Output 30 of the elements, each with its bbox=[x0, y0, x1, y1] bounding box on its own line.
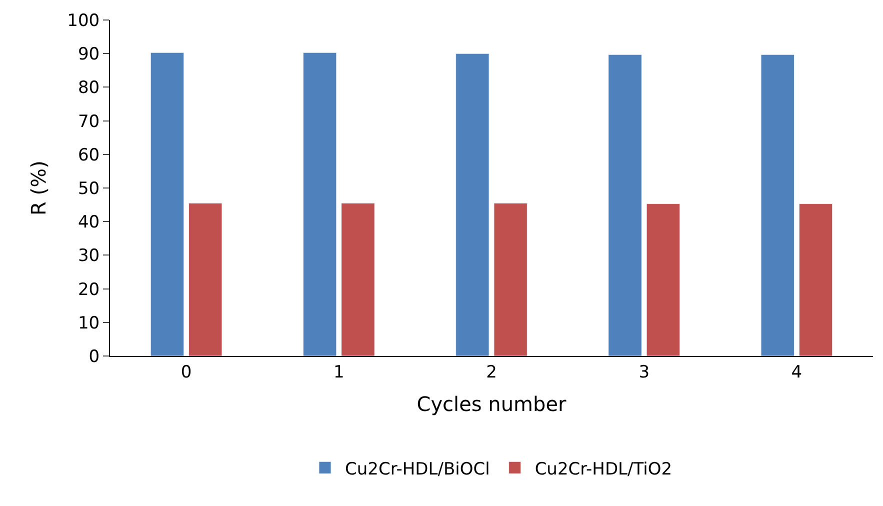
x-tick-label: 4 bbox=[791, 362, 802, 382]
bar bbox=[798, 204, 833, 356]
bar bbox=[494, 202, 528, 356]
y-tick-label: 90 bbox=[78, 44, 100, 65]
bar bbox=[150, 52, 184, 356]
bar bbox=[608, 54, 642, 356]
y-tick-label: 10 bbox=[78, 313, 100, 334]
y-tick-label: 0 bbox=[88, 346, 100, 367]
y-tick-label: 60 bbox=[78, 145, 100, 166]
bar bbox=[760, 54, 794, 356]
x-tick-label: 2 bbox=[486, 362, 497, 382]
legend-label: Cu2Cr-HDL/BiOCl bbox=[345, 459, 490, 480]
x-axis-title: Cycles number bbox=[416, 392, 568, 416]
y-tick-label: 70 bbox=[78, 112, 100, 132]
y-tick-label: 30 bbox=[78, 246, 100, 266]
bar bbox=[302, 52, 337, 356]
x-tick-label: 0 bbox=[180, 362, 192, 382]
y-tick-label: 40 bbox=[78, 212, 100, 233]
x-tick-label: 1 bbox=[333, 362, 344, 382]
bar bbox=[341, 202, 375, 356]
y-tick-label: 100 bbox=[67, 10, 100, 31]
bar bbox=[646, 204, 680, 356]
x-tick-label: 3 bbox=[638, 362, 650, 382]
y-tick-label: 20 bbox=[78, 280, 100, 300]
y-axis-title: R (%) bbox=[26, 160, 51, 216]
y-tick-label: 80 bbox=[78, 78, 100, 98]
y-tick-label: 50 bbox=[78, 178, 100, 199]
legend-label: Cu2Cr-HDL/TiO2 bbox=[534, 459, 672, 480]
bar bbox=[188, 202, 222, 356]
bar bbox=[456, 53, 490, 356]
